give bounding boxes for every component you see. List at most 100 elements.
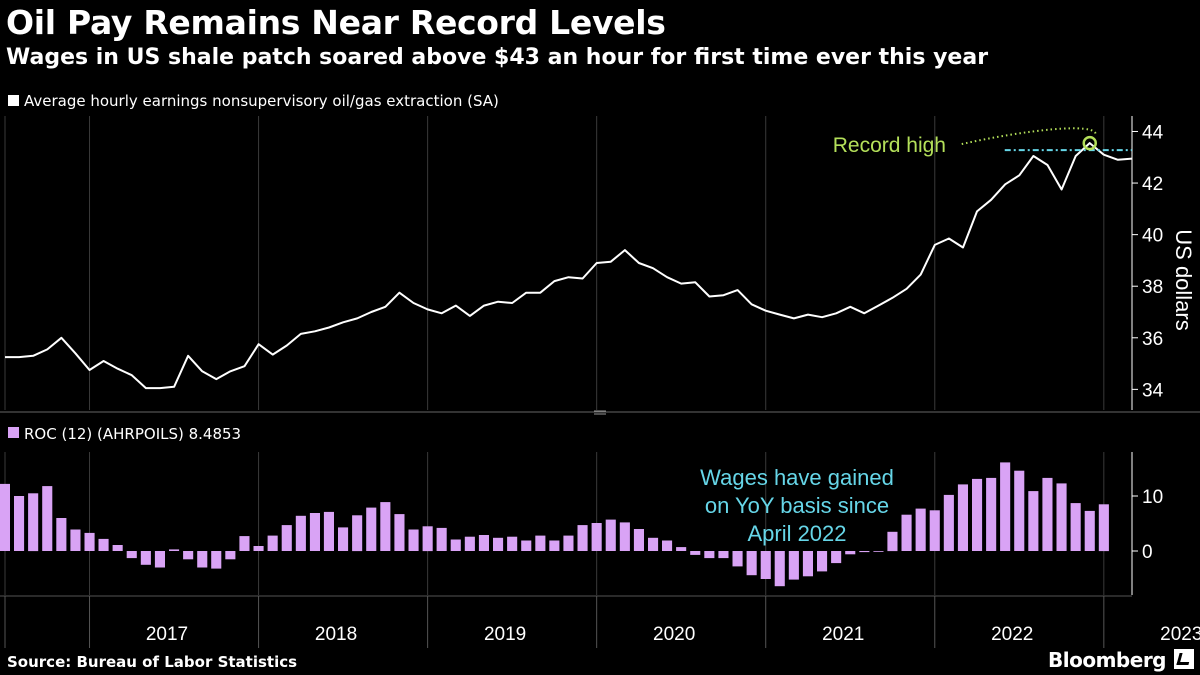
chart-title: Oil Pay Remains Near Record Levels [6,3,666,42]
bar-legend-swatch [8,427,19,438]
roc-bar [1084,510,1095,551]
bloomberg-logo: Bloomberg [1048,648,1166,672]
roc-bar [309,513,320,551]
roc-bar [704,551,715,559]
roc-bar [394,514,405,551]
roc-bar [802,551,813,577]
record-high-label: Record high [833,134,946,157]
line-legend-swatch [8,95,19,106]
roc-bar [126,551,137,559]
roc-bar [1098,504,1109,552]
roc-bar [943,494,954,551]
roc-bar [225,551,236,560]
roc-bar [831,551,842,564]
roc-bar [295,515,306,551]
roc-bar [732,551,743,567]
roc-bar [521,540,532,551]
roc-bar [718,551,729,559]
roc-bar [352,515,363,552]
top-y-tick-label: 34 [1142,380,1164,401]
top-y-axis-title: US dollars [1171,229,1196,330]
roc-bar [549,540,560,551]
roc-bar [281,525,292,551]
yoy-annotation-line: April 2022 [747,521,846,546]
top-y-tick-label: 40 [1142,226,1163,247]
roc-bar [267,535,278,551]
roc-bar [591,523,602,551]
roc-bar [140,551,151,565]
roc-bar [169,549,180,551]
roc-bar [901,514,912,551]
roc-bar [84,532,95,551]
bottom-y-tick-label: 0 [1142,542,1153,563]
roc-bar [70,529,81,551]
roc-bar [14,496,25,551]
bottom-y-tick-label: 10 [1142,487,1163,508]
yoy-annotation-line: Wages have gained [700,465,894,490]
roc-bar [986,477,997,551]
roc-bar [774,551,785,587]
roc-bar [56,518,67,551]
x-axis-year-label: 2020 [653,624,695,645]
line-legend-label: Average hourly earnings nonsupervisory o… [24,92,499,110]
roc-bar [507,536,518,551]
top-y-tick-label: 38 [1142,277,1163,298]
x-axis-year-label: 2019 [484,624,526,645]
top-y-tick-label: 36 [1142,329,1163,350]
record-high-leader [961,127,1097,146]
roc-bar [746,551,757,576]
roc-bar [563,535,574,551]
roc-bar [1014,470,1025,551]
roc-bar [535,535,546,551]
roc-bar [690,551,701,555]
roc-bar [619,522,630,551]
roc-bar [239,536,250,551]
roc-bar [154,551,165,568]
roc-bar [183,551,194,560]
roc-bar [478,535,489,551]
roc-bar [211,551,222,569]
wage-line-series [5,142,1133,390]
top-y-tick-label: 44 [1142,122,1164,143]
record-high-marker [1082,135,1097,151]
roc-bar [380,502,391,551]
roc-bar [366,507,377,551]
roc-bar [972,478,983,551]
roc-bar [0,483,11,551]
roc-bar [887,531,898,552]
roc-bar [422,526,433,552]
x-axis-year-label: 2022 [991,624,1033,645]
bloomberg-terminal-icon [1174,649,1194,669]
roc-bar [197,551,208,568]
roc-bar [408,529,419,551]
x-axis-year-label: 2023 [1160,624,1200,645]
roc-bar [873,551,884,552]
top-y-tick-label: 42 [1142,174,1163,195]
source-note: Source: Bureau of Labor Statistics [7,653,298,671]
roc-bar [450,539,461,551]
roc-bar [338,527,349,551]
roc-bar [929,510,940,551]
roc-bar [662,540,673,551]
roc-bar [98,538,109,551]
roc-bar [760,551,771,579]
bar-legend-label: ROC (12) (AHRPOILS) 8.4853 [24,425,241,443]
roc-bar [957,484,968,551]
chart-subtitle: Wages in US shale patch soared above $43… [6,45,989,70]
x-axis-year-label: 2018 [315,624,357,645]
roc-bar [577,525,588,551]
roc-bar [253,546,264,551]
roc-bar [112,545,123,551]
roc-bar [323,511,334,551]
roc-bar [915,508,926,551]
roc-bar [1070,503,1081,551]
roc-bar [42,486,53,551]
x-axis-year-label: 2021 [822,624,864,645]
roc-bar [845,551,856,555]
roc-bar [676,547,687,551]
roc-bar [859,551,870,553]
x-axis-year-label: 2017 [146,624,188,645]
yoy-annotation-line: on YoY basis since [705,493,889,518]
roc-bar [633,529,644,551]
roc-bar [788,551,799,580]
